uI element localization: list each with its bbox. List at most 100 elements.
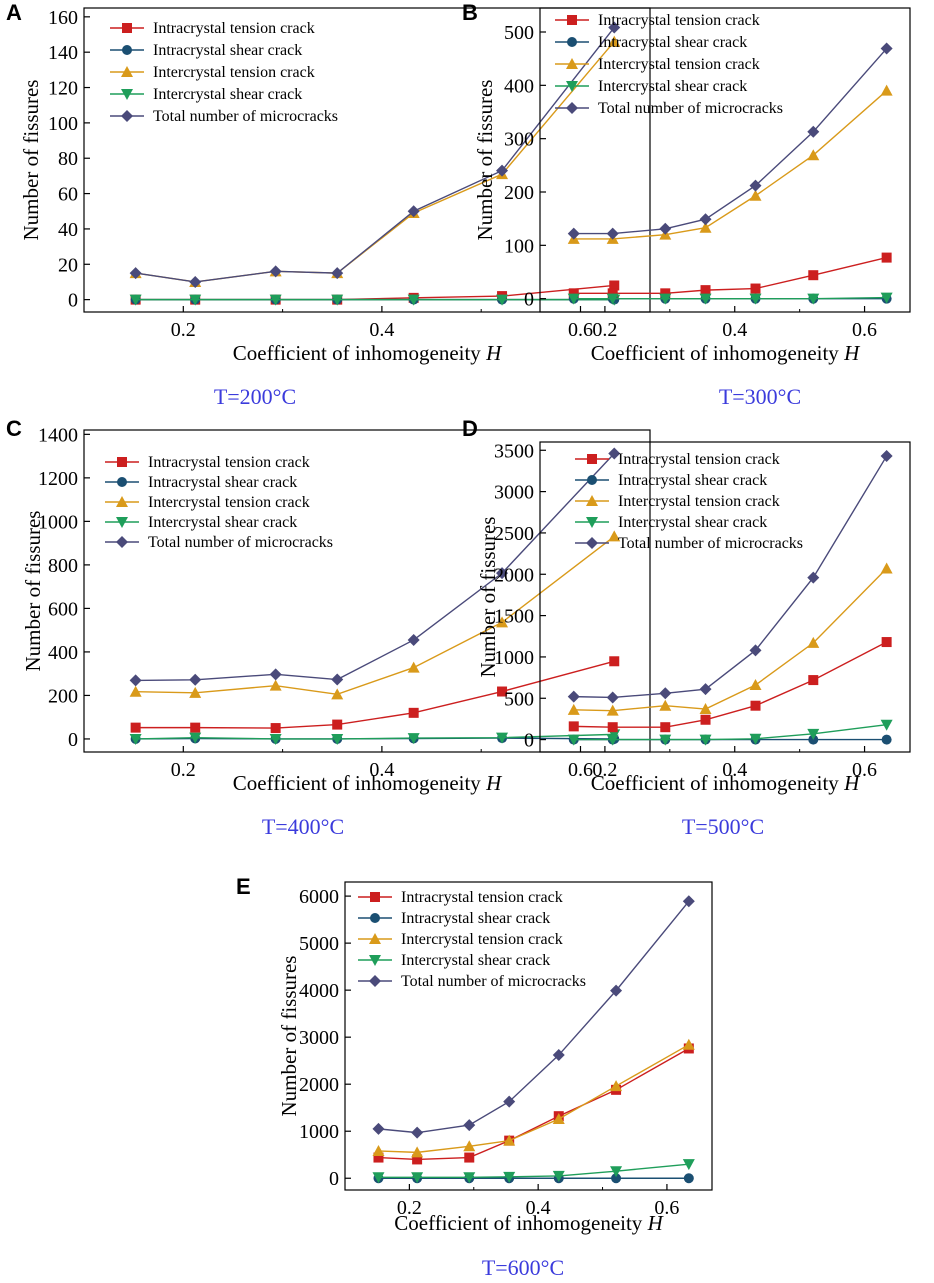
legend-marker	[117, 457, 127, 467]
data-point	[608, 447, 621, 460]
legend-item: Intercrystal tension crack	[555, 56, 760, 73]
y-tick-label: 400	[48, 642, 78, 664]
y-tick-label: 2000	[494, 564, 534, 586]
legend-label: Intercrystal tension crack	[618, 493, 780, 510]
panel-caption: T=200°C	[214, 384, 296, 409]
x-tick-label: 0.4	[369, 759, 394, 781]
y-tick-label: 200	[504, 182, 534, 204]
plot-frame	[344, 881, 713, 1191]
data-point	[659, 293, 672, 305]
x-tick-label: 0.6	[568, 319, 593, 341]
series-intracrystal-tension	[568, 637, 892, 733]
y-tick-label: 100	[504, 235, 534, 257]
legend-marker	[567, 37, 577, 47]
legend-marker	[121, 110, 133, 122]
y-tick-label: 2000	[299, 1074, 339, 1096]
series-line	[378, 1163, 689, 1179]
series-intercrystal-shear	[567, 719, 893, 746]
legend-marker	[370, 892, 380, 902]
x-tick-label: 0.6	[654, 1197, 679, 1219]
data-point	[372, 1122, 385, 1135]
data-point	[463, 1140, 476, 1152]
y-tick-label: 400	[504, 75, 534, 97]
legend-label: Intracrystal tension crack	[618, 451, 780, 468]
data-point	[807, 571, 820, 584]
data-point	[331, 294, 344, 306]
data-point	[552, 1112, 565, 1124]
y-tick-label: 40	[58, 219, 78, 241]
series-line	[378, 1044, 690, 1154]
y-tick-label: 1400	[38, 424, 78, 446]
legend-item: Intercrystal shear crack	[105, 514, 297, 531]
data-point	[606, 227, 619, 240]
series-line	[573, 567, 888, 712]
panel-letter: A	[6, 0, 22, 25]
data-point	[606, 691, 619, 704]
data-point	[683, 1173, 694, 1184]
data-point	[189, 732, 202, 744]
series-line	[135, 284, 615, 301]
data-point	[332, 719, 343, 730]
series-intercrystal-tension	[372, 1038, 695, 1158]
x-tick-label: 0.2	[592, 759, 617, 781]
data-point	[372, 1144, 385, 1156]
x-axis-label-variable: H	[647, 1211, 665, 1235]
legend-label: Intracrystal shear crack	[618, 472, 767, 489]
legend-label: Total number of microcracks	[153, 108, 338, 125]
x-axis-label-variable: H	[485, 341, 503, 365]
y-tick-label: 160	[48, 7, 78, 29]
x-tick-label: 0.4	[722, 319, 747, 341]
panel-a: A 0 20 40 60 80 100 120 140 160 0.2 0.4 0.6 Coefficie…	[6, 0, 651, 409]
data-point	[880, 42, 893, 55]
legend-label: Total number of microcracks	[401, 973, 586, 990]
legend-item: Intercrystal shear crack	[575, 514, 767, 531]
data-point	[807, 125, 820, 138]
data-point	[699, 703, 712, 715]
data-point	[608, 35, 621, 47]
x-axis-label-text: Coefficient of inhomogeneity	[233, 771, 486, 795]
legend-label: Intracrystal shear crack	[598, 34, 747, 51]
series-total	[567, 42, 893, 240]
y-tick-label: 1000	[299, 1121, 339, 1143]
plot-frame	[539, 441, 911, 753]
legend: Intracrystal tension crack Intracrystal s…	[555, 12, 783, 117]
data-point	[189, 686, 202, 698]
series-total	[372, 895, 695, 1139]
series-line	[573, 641, 887, 728]
data-point	[407, 733, 420, 745]
data-point	[464, 1152, 475, 1163]
y-tick-label: 500	[504, 688, 534, 710]
legend-label: Total number of microcracks	[148, 534, 333, 551]
data-point	[609, 656, 620, 667]
x-tick-label: 0.4	[526, 1197, 551, 1219]
panel-caption: T=300°C	[719, 384, 801, 409]
data-point	[189, 673, 202, 686]
data-point	[682, 1038, 695, 1050]
y-tick-label: 500	[504, 22, 534, 44]
data-point	[496, 616, 509, 628]
data-point	[331, 733, 344, 745]
legend-item: Total number of microcracks	[555, 100, 783, 117]
panel-letter: C	[6, 416, 22, 441]
data-point	[552, 1170, 565, 1182]
x-axis-label-variable: H	[843, 771, 861, 795]
data-point	[129, 674, 142, 687]
data-point	[659, 222, 672, 235]
y-tick-label: 1000	[38, 511, 78, 533]
legend-marker	[116, 517, 128, 528]
legend-item: Intracrystal shear crack	[555, 34, 747, 51]
data-point	[463, 1119, 476, 1132]
series-total	[129, 21, 621, 288]
legend-marker	[369, 933, 381, 944]
legend-item: Intracrystal tension crack	[358, 889, 563, 906]
data-point	[411, 1172, 424, 1184]
data-point	[269, 294, 282, 306]
x-tick-label: 0.4	[722, 759, 747, 781]
legend-marker	[566, 81, 578, 92]
legend-marker	[566, 58, 578, 69]
data-point	[808, 675, 819, 686]
legend-marker	[587, 454, 597, 464]
data-point	[699, 221, 712, 233]
